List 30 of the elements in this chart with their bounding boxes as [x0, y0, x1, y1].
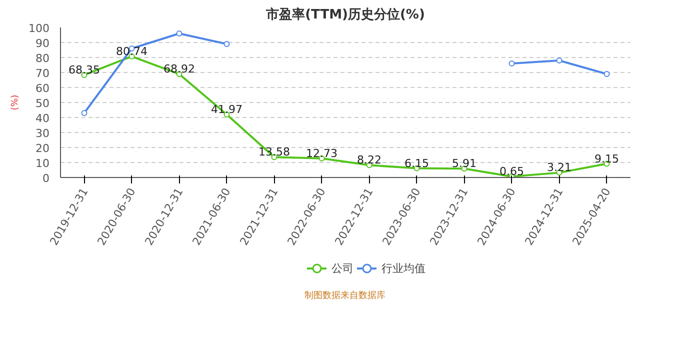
y-tick-label: 40	[36, 112, 50, 125]
point	[604, 71, 610, 77]
point	[224, 41, 230, 47]
point	[508, 60, 515, 66]
y-tick-label: 50	[36, 97, 50, 110]
data-label: 9.15	[594, 152, 620, 166]
y-tick-label: 100	[28, 22, 50, 35]
chart-title: 市盈率(TTM)历史分位(%)	[265, 6, 425, 22]
y-tick-label: 60	[36, 82, 50, 95]
point	[176, 30, 182, 36]
y-tick-label: 20	[36, 142, 50, 155]
legend-label: 公司	[332, 260, 354, 276]
point	[556, 58, 562, 64]
y-tick-label: 0	[42, 172, 50, 185]
y-tick-label: 90	[36, 37, 50, 50]
y-axis-title: (%)	[10, 94, 21, 110]
data-label: 68.92	[164, 62, 196, 76]
data-label: 3.21	[547, 161, 572, 174]
text: 制图数据来自数据库	[304, 290, 386, 303]
data-label: 8.22	[357, 154, 382, 167]
legend-label: 行业均值	[382, 260, 426, 276]
y-tick-label: 70	[36, 67, 50, 80]
y-tick-label: 80	[36, 52, 50, 65]
point	[81, 110, 88, 116]
y-tick-label: 10	[36, 157, 50, 170]
data-label: 0.65	[500, 165, 524, 178]
y-tick-label: 30	[36, 127, 50, 140]
data-label: 6.15	[404, 156, 430, 170]
data-label: 5.91	[452, 157, 477, 170]
data-label: 12.73	[306, 146, 338, 160]
